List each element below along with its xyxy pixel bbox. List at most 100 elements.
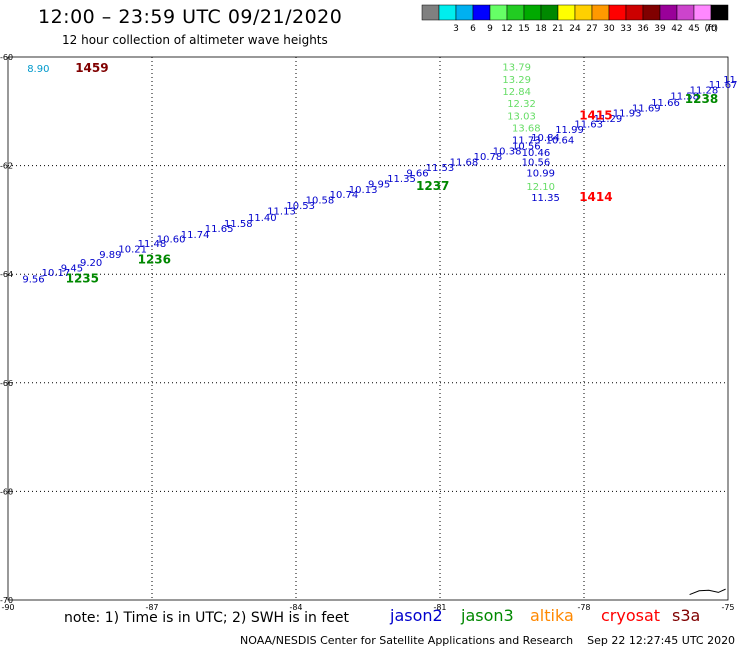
legend-tick-label: 9 bbox=[487, 24, 493, 34]
swh-value: 12.84 bbox=[502, 87, 531, 98]
swh-value: 9.20 bbox=[80, 258, 102, 269]
swh-value: 11.73 bbox=[512, 135, 541, 146]
swh-value: 10.21 bbox=[118, 244, 147, 255]
swh-value: 10.56 bbox=[512, 141, 541, 152]
swh-value: 10.58 bbox=[306, 196, 335, 207]
legend-tick-label: 15 bbox=[518, 24, 529, 34]
swh-value: 9.66 bbox=[406, 168, 428, 179]
swh-value: 10.60 bbox=[157, 235, 186, 246]
satellite-name-cryosat: cryosat bbox=[601, 606, 661, 625]
swh-value: 9.45 bbox=[61, 263, 83, 274]
pass-time-label: 1237 bbox=[416, 179, 449, 193]
swh-value: 11.66 bbox=[651, 98, 680, 109]
swh-value: 11.65 bbox=[205, 224, 234, 235]
pass-time-label: 1415 bbox=[579, 108, 612, 122]
legend-swatch bbox=[710, 4, 729, 21]
swh-value: 10.46 bbox=[522, 148, 551, 159]
lon-tick-label: -78 bbox=[577, 603, 590, 610]
swh-value: 11.67 bbox=[709, 80, 738, 91]
legend-tick-label: 21 bbox=[552, 24, 563, 34]
swh-value: 11.93 bbox=[613, 109, 642, 120]
swh-value: 9.89 bbox=[99, 250, 121, 261]
legend-tick-label: 18 bbox=[535, 24, 547, 34]
legend-unit: (ft) bbox=[704, 24, 718, 34]
pass-time-label: 1236 bbox=[138, 252, 171, 266]
swh-value: 11.13 bbox=[267, 206, 296, 217]
lon-tick-label: -75 bbox=[721, 603, 734, 610]
legend-tick-label: 24 bbox=[569, 24, 581, 34]
swh-value: 10.78 bbox=[474, 152, 503, 163]
swh-value: 11 bbox=[723, 75, 736, 86]
footer-credit: NOAA/NESDIS Center for Satellite Applica… bbox=[240, 634, 735, 647]
swh-value: 10.53 bbox=[286, 201, 315, 212]
footer-timestamp: Sep 22 12:27:45 UTC 2020 bbox=[587, 634, 736, 647]
swh-value: 11.53 bbox=[426, 163, 455, 174]
swh-value: 11.99 bbox=[555, 125, 584, 136]
footer-note: note: 1) Time is in UTC; 2) SWH is in fe… bbox=[64, 610, 350, 626]
legend-tick-label: 45 bbox=[688, 24, 699, 34]
lat-tick-label: -62 bbox=[0, 162, 13, 171]
swh-value: 11.58 bbox=[670, 91, 699, 102]
lat-tick-label: -60 bbox=[0, 53, 13, 62]
lon-tick-label: -84 bbox=[289, 603, 302, 610]
legend-tick-label: 27 bbox=[586, 24, 597, 34]
swh-value: 11.35 bbox=[387, 174, 416, 185]
swh-value: 13.29 bbox=[502, 75, 531, 86]
legend-tick-label: 33 bbox=[620, 24, 631, 34]
swh-value: 12.32 bbox=[507, 99, 536, 110]
swh-value: 11.48 bbox=[138, 239, 167, 250]
legend-tick-label: 6 bbox=[470, 24, 476, 34]
legend-tick-label: 36 bbox=[637, 24, 649, 34]
coastline bbox=[689, 588, 726, 596]
swh-value: 10.13 bbox=[349, 185, 378, 196]
page-subtitle: 12 hour collection of altimeter wave hei… bbox=[62, 33, 328, 47]
legend-tick-label: 39 bbox=[654, 24, 666, 34]
legend-tick-label: 30 bbox=[603, 24, 615, 34]
swh-value: 12.10 bbox=[526, 182, 555, 193]
swh-value: 10.17 bbox=[42, 268, 71, 279]
swh-value: 10.64 bbox=[546, 135, 575, 146]
swh-value: 10.99 bbox=[526, 168, 555, 179]
swh-value: 11.40 bbox=[248, 213, 277, 224]
lon-tick-label: -81 bbox=[433, 603, 446, 610]
legend-tick-label: 70 bbox=[705, 24, 717, 34]
swh-value: 11.35 bbox=[531, 193, 560, 204]
lat-tick-label: -64 bbox=[0, 270, 13, 279]
swh-value: 10.38 bbox=[493, 147, 522, 158]
swh-value: 11.68 bbox=[450, 158, 479, 169]
swh-value: 13.03 bbox=[507, 111, 536, 122]
map-plot: -90 -87 -84 -81 -78 -75 -60 -62 -64 -66 -68 -70 9.56… bbox=[0, 53, 738, 610]
satellite-name-altika: altika bbox=[530, 606, 574, 625]
swh-value: 11.28 bbox=[690, 85, 719, 96]
pass-time-label: 1459 bbox=[75, 61, 108, 75]
swh-value: 9.95 bbox=[368, 179, 390, 190]
swh-value: 13.79 bbox=[502, 63, 531, 74]
legend-tick-label: 3 bbox=[453, 24, 459, 34]
swh-value: 11.69 bbox=[632, 103, 661, 114]
satellite-name-s3a: s3a bbox=[672, 606, 701, 625]
swh-value: 11.74 bbox=[181, 230, 210, 241]
lon-tick-label: -90 bbox=[1, 603, 14, 610]
swh-value: 11.63 bbox=[574, 120, 603, 131]
swh-value: 8.90 bbox=[27, 64, 49, 75]
pass-time-label: 1238 bbox=[685, 92, 718, 106]
page-title: 12:00 – 23:59 UTC 09/21/2020 bbox=[38, 6, 343, 28]
pass-time-label: 1235 bbox=[66, 271, 99, 285]
legend-tick-label: 42 bbox=[671, 24, 682, 34]
footer-credit-text: NOAA/NESDIS Center for Satellite Applica… bbox=[240, 634, 574, 647]
map-frame bbox=[7, 56, 729, 601]
swh-value: 10.74 bbox=[330, 190, 359, 201]
swh-value: 11.29 bbox=[594, 114, 623, 125]
lon-tick-label: -87 bbox=[145, 603, 158, 610]
legend-tick-label: 12 bbox=[501, 24, 512, 34]
swh-value: 13.68 bbox=[512, 123, 541, 134]
satellite-name-jason2: jason2 bbox=[390, 606, 443, 625]
pass-time-label: 1414 bbox=[579, 190, 612, 204]
satellite-name-jason3: jason3 bbox=[461, 606, 514, 625]
swh-value: 10.56 bbox=[522, 158, 551, 169]
swh-value: 9.56 bbox=[22, 274, 44, 285]
swh-value: 10.84 bbox=[531, 133, 560, 144]
lat-tick-label: -68 bbox=[0, 487, 13, 496]
lat-tick-label: -66 bbox=[0, 379, 13, 388]
swh-value: 11.58 bbox=[224, 219, 253, 230]
